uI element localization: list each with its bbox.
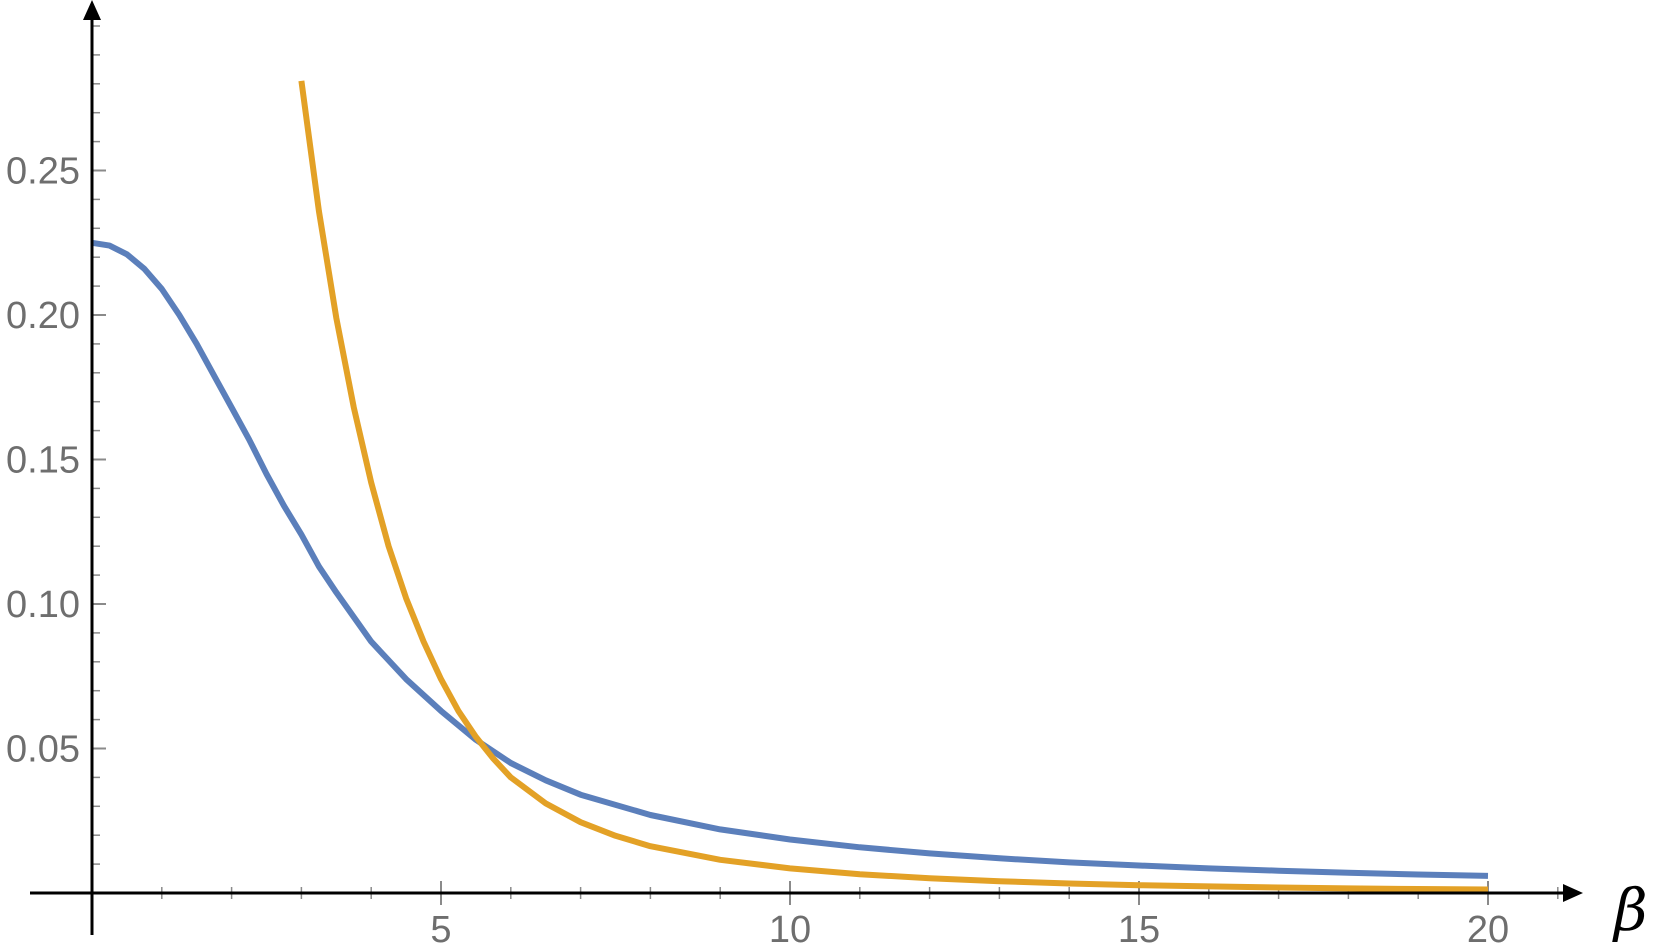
y-tick-label: 0.10 — [6, 584, 80, 626]
y-tick-label: 0.15 — [6, 440, 80, 482]
y-axis-arrowhead — [83, 0, 101, 20]
tick-labels: 5 10 15 20 0.05 0.10 0.15 0.20 0.25 — [6, 151, 1509, 952]
x-tick-label: 15 — [1118, 909, 1160, 951]
x-axis-label: β — [1612, 876, 1648, 944]
series-layer — [91, 80, 1489, 893]
y-tick-label: 0.25 — [6, 151, 80, 193]
y-tick-label: 0.05 — [6, 729, 80, 771]
y-tick-label: 0.20 — [6, 295, 80, 337]
x-tick-label: 5 — [430, 909, 451, 951]
axes — [30, 0, 1583, 935]
x-axis-arrowhead — [1563, 884, 1583, 902]
series-line-2 — [298, 80, 1489, 893]
series-line-1 — [91, 239, 1489, 879]
x-tick-label: 20 — [1467, 909, 1509, 951]
x-tick-label: 10 — [769, 909, 811, 951]
